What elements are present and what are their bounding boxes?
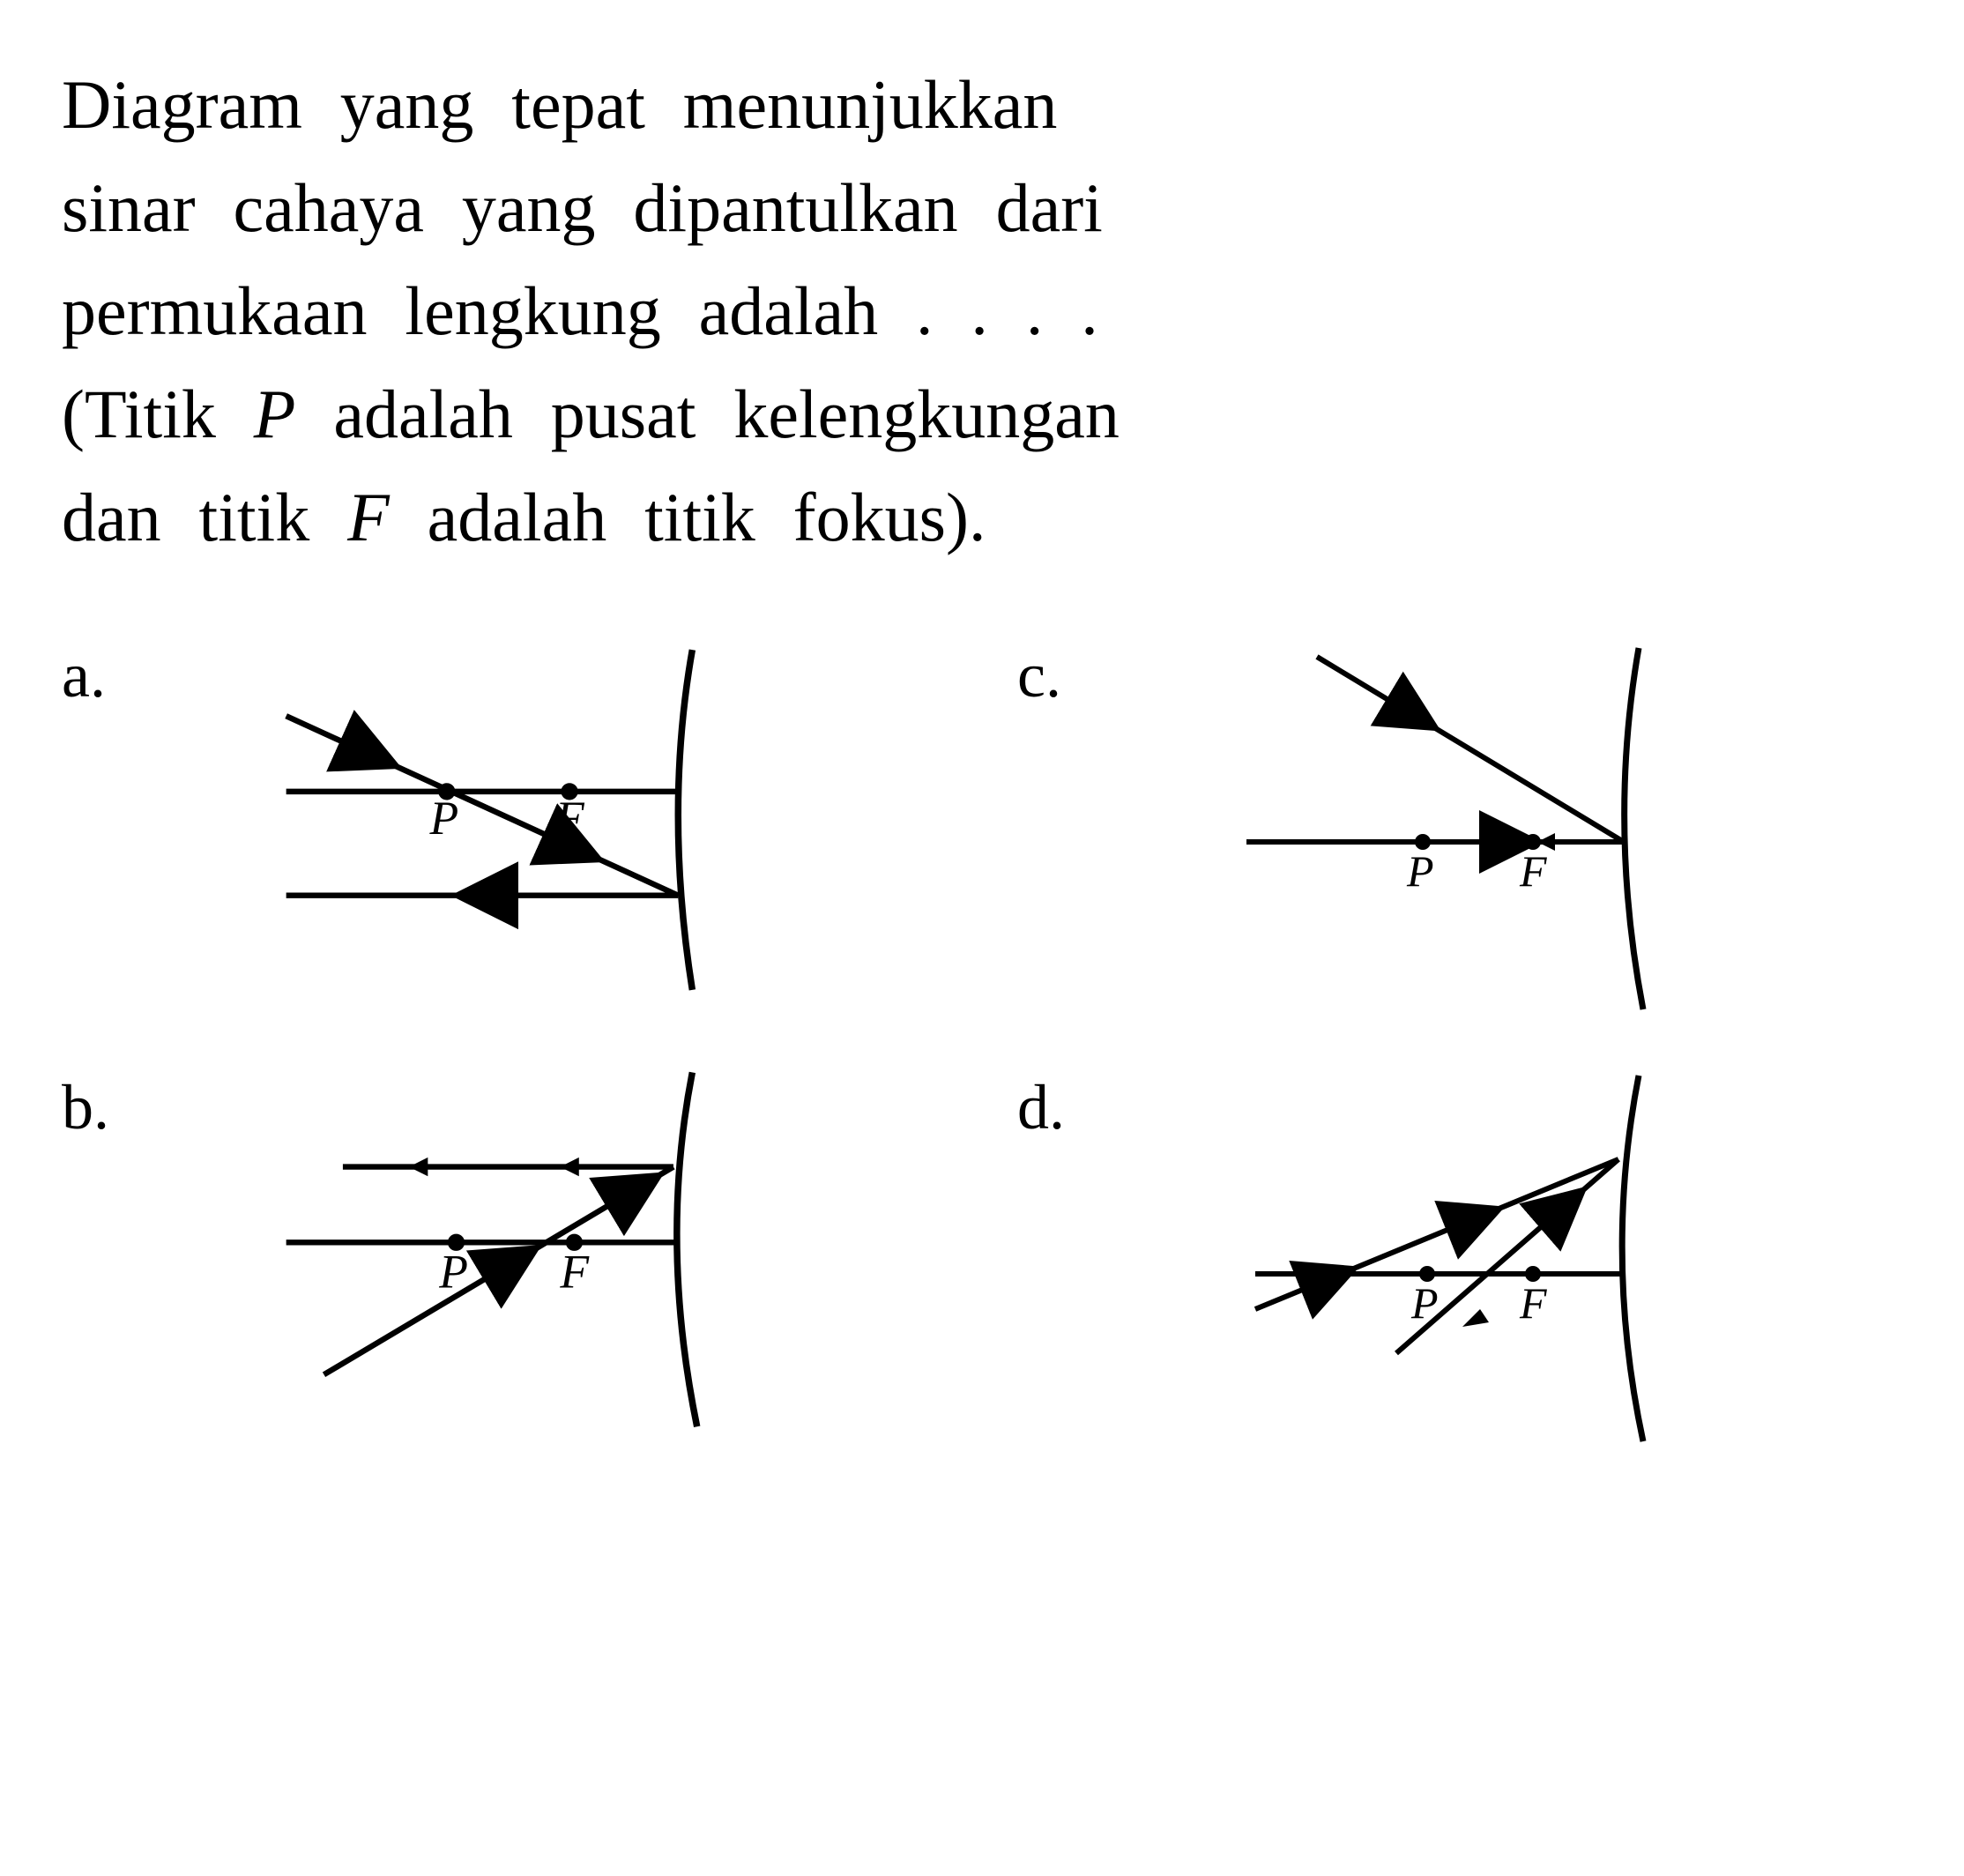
option-a-label: a. [62, 639, 132, 712]
mirror-surface [678, 650, 692, 990]
label-P: P [1406, 846, 1434, 896]
question-line-2: sinar cahaya yang dipantulkan dari [62, 156, 1902, 259]
diagram-b: P F [159, 1053, 820, 1450]
incident-ray-2 [1396, 1159, 1618, 1353]
label-F: F [559, 1246, 590, 1299]
option-d: d. P F [1017, 1053, 1902, 1450]
option-c: c. P F [1017, 622, 1902, 1018]
mirror-surface [1622, 1076, 1643, 1441]
mirror-surface [677, 1072, 697, 1426]
question-line-3: permukaan lengkung adalah . . . . [62, 259, 1902, 362]
option-c-label: c. [1017, 639, 1088, 712]
label-P: P [429, 792, 459, 845]
label-F: F [1519, 1278, 1547, 1328]
variable-F: F [347, 479, 390, 555]
diagram-c: P F [1114, 622, 1775, 1018]
options-grid: a. P F [62, 622, 1902, 1450]
option-d-label: d. [1017, 1071, 1088, 1144]
diagram-a: P F [159, 622, 820, 1018]
question-line-5: dan titik F adalah titik fokus). [62, 465, 1902, 569]
option-b: b. P F [62, 1053, 947, 1450]
label-F: F [1519, 846, 1547, 896]
incident-ray [1317, 657, 1624, 842]
question-line-1: Diagram yang tepat menunjukkan [62, 53, 1902, 156]
option-a: a. P F [62, 622, 947, 1018]
diagram-d: P F [1114, 1053, 1775, 1450]
incident-ray [286, 716, 679, 896]
label-F: F [554, 792, 585, 845]
variable-P: P [254, 376, 296, 452]
question-line-4: (Titik P adalah pusat kelengkungan [62, 362, 1902, 465]
mirror-surface [1625, 648, 1643, 1009]
option-b-label: b. [62, 1071, 132, 1144]
question-text: Diagram yang tepat menunjukkan sinar cah… [62, 53, 1902, 569]
